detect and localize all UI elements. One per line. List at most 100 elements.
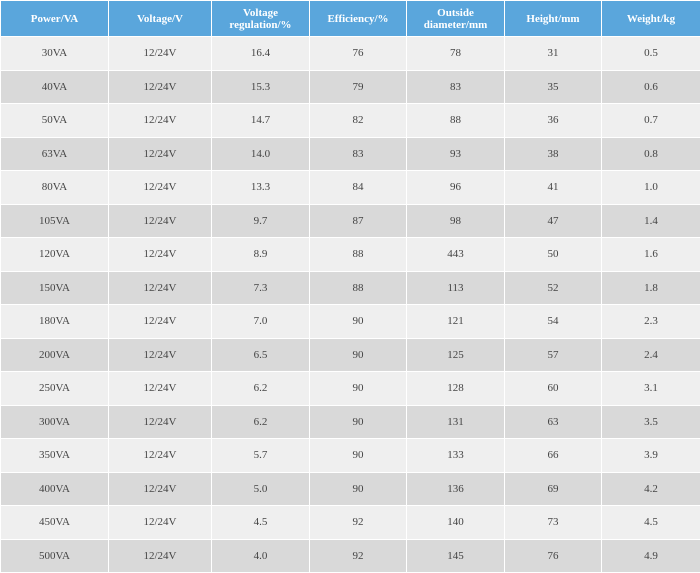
table-cell: 87 bbox=[309, 203, 407, 238]
table-cell: 15.3 bbox=[211, 69, 310, 104]
table-cell: 12/24V bbox=[108, 438, 212, 473]
table-cell: 31 bbox=[504, 36, 602, 71]
table-cell: 78 bbox=[406, 36, 505, 71]
table-cell: 121 bbox=[406, 304, 505, 339]
table-cell: 60 bbox=[504, 371, 602, 406]
table-row: 150VA 12/24V 7.3 88 113 52 1.8 bbox=[0, 270, 700, 305]
table-cell: 8.9 bbox=[211, 237, 310, 272]
table-cell: 3.5 bbox=[601, 404, 700, 439]
table-cell: 88 bbox=[309, 237, 407, 272]
table-cell: 1.6 bbox=[601, 237, 700, 272]
table-cell: 128 bbox=[406, 371, 505, 406]
table-row: 63VA 12/24V 14.0 83 93 38 0.8 bbox=[0, 136, 700, 171]
table-cell: 12/24V bbox=[108, 337, 212, 372]
table-row: 250VA 12/24V 6.2 90 128 60 3.1 bbox=[0, 371, 700, 406]
column-header: Weight/kg bbox=[601, 0, 700, 37]
table-cell: 9.7 bbox=[211, 203, 310, 238]
table-cell: 98 bbox=[406, 203, 505, 238]
table-cell: 63 bbox=[504, 404, 602, 439]
table-cell: 400VA bbox=[0, 471, 109, 506]
table-row: 30VA 12/24V 16.4 76 78 31 0.5 bbox=[0, 36, 700, 71]
table-cell: 12/24V bbox=[108, 538, 212, 573]
column-header: Height/mm bbox=[504, 0, 602, 37]
table-cell: 47 bbox=[504, 203, 602, 238]
table-cell: 54 bbox=[504, 304, 602, 339]
table-cell: 38 bbox=[504, 136, 602, 171]
table-cell: 69 bbox=[504, 471, 602, 506]
table-cell: 12/24V bbox=[108, 304, 212, 339]
table-cell: 12/24V bbox=[108, 203, 212, 238]
table-cell: 133 bbox=[406, 438, 505, 473]
table-cell: 0.6 bbox=[601, 69, 700, 104]
table-cell: 92 bbox=[309, 538, 407, 573]
table-cell: 145 bbox=[406, 538, 505, 573]
table-cell: 79 bbox=[309, 69, 407, 104]
table-cell: 450VA bbox=[0, 505, 109, 540]
table-cell: 52 bbox=[504, 270, 602, 305]
header-row: Power/VA Voltage/V Voltage regulation/% Eff… bbox=[0, 0, 700, 37]
table-cell: 350VA bbox=[0, 438, 109, 473]
table-cell: 12/24V bbox=[108, 103, 212, 138]
table-cell: 14.7 bbox=[211, 103, 310, 138]
table-cell: 12/24V bbox=[108, 36, 212, 71]
table-cell: 7.3 bbox=[211, 270, 310, 305]
table-cell: 250VA bbox=[0, 371, 109, 406]
table-cell: 90 bbox=[309, 471, 407, 506]
table-row: 105VA 12/24V 9.7 87 98 47 1.4 bbox=[0, 203, 700, 238]
table-row: 180VA 12/24V 7.0 90 121 54 2.3 bbox=[0, 304, 700, 339]
table-cell: 0.5 bbox=[601, 36, 700, 71]
table-row: 200VA 12/24V 6.5 90 125 57 2.4 bbox=[0, 337, 700, 372]
table-cell: 12/24V bbox=[108, 404, 212, 439]
table-cell: 12/24V bbox=[108, 69, 212, 104]
table-row: 80VA 12/24V 13.3 84 96 41 1.0 bbox=[0, 170, 700, 205]
table-cell: 14.0 bbox=[211, 136, 310, 171]
table-cell: 88 bbox=[309, 270, 407, 305]
table-cell: 76 bbox=[309, 36, 407, 71]
table-cell: 83 bbox=[406, 69, 505, 104]
table-cell: 7.0 bbox=[211, 304, 310, 339]
table-cell: 12/24V bbox=[108, 270, 212, 305]
table-cell: 200VA bbox=[0, 337, 109, 372]
table-cell: 443 bbox=[406, 237, 505, 272]
table-cell: 4.2 bbox=[601, 471, 700, 506]
table-cell: 2.4 bbox=[601, 337, 700, 372]
table-row: 350VA 12/24V 5.7 90 133 66 3.9 bbox=[0, 438, 700, 473]
table-cell: 1.8 bbox=[601, 270, 700, 305]
table-cell: 80VA bbox=[0, 170, 109, 205]
table-cell: 3.9 bbox=[601, 438, 700, 473]
table-cell: 76 bbox=[504, 538, 602, 573]
table-cell: 150VA bbox=[0, 270, 109, 305]
table-cell: 36 bbox=[504, 103, 602, 138]
table-cell: 105VA bbox=[0, 203, 109, 238]
column-header: Efficiency/% bbox=[309, 0, 407, 37]
table-cell: 12/24V bbox=[108, 237, 212, 272]
table-cell: 5.7 bbox=[211, 438, 310, 473]
table-cell: 6.2 bbox=[211, 371, 310, 406]
table-cell: 82 bbox=[309, 103, 407, 138]
table-cell: 4.5 bbox=[211, 505, 310, 540]
table-cell: 3.1 bbox=[601, 371, 700, 406]
table-cell: 131 bbox=[406, 404, 505, 439]
table-cell: 63VA bbox=[0, 136, 109, 171]
table-cell: 0.8 bbox=[601, 136, 700, 171]
table-cell: 125 bbox=[406, 337, 505, 372]
table-cell: 300VA bbox=[0, 404, 109, 439]
column-header: Outside diameter/mm bbox=[406, 0, 505, 37]
table-cell: 90 bbox=[309, 337, 407, 372]
table-cell: 90 bbox=[309, 438, 407, 473]
table-cell: 6.5 bbox=[211, 337, 310, 372]
table-cell: 12/24V bbox=[108, 371, 212, 406]
table-cell: 93 bbox=[406, 136, 505, 171]
table-cell: 66 bbox=[504, 438, 602, 473]
table-cell: 120VA bbox=[0, 237, 109, 272]
table-cell: 50VA bbox=[0, 103, 109, 138]
table-cell: 40VA bbox=[0, 69, 109, 104]
table-cell: 96 bbox=[406, 170, 505, 205]
table-row: 50VA 12/24V 14.7 82 88 36 0.7 bbox=[0, 103, 700, 138]
table-row: 120VA 12/24V 8.9 88 443 50 1.6 bbox=[0, 237, 700, 272]
table-row: 400VA 12/24V 5.0 90 136 69 4.2 bbox=[0, 471, 700, 506]
table-row: 450VA 12/24V 4.5 92 140 73 4.5 bbox=[0, 505, 700, 540]
table-cell: 41 bbox=[504, 170, 602, 205]
